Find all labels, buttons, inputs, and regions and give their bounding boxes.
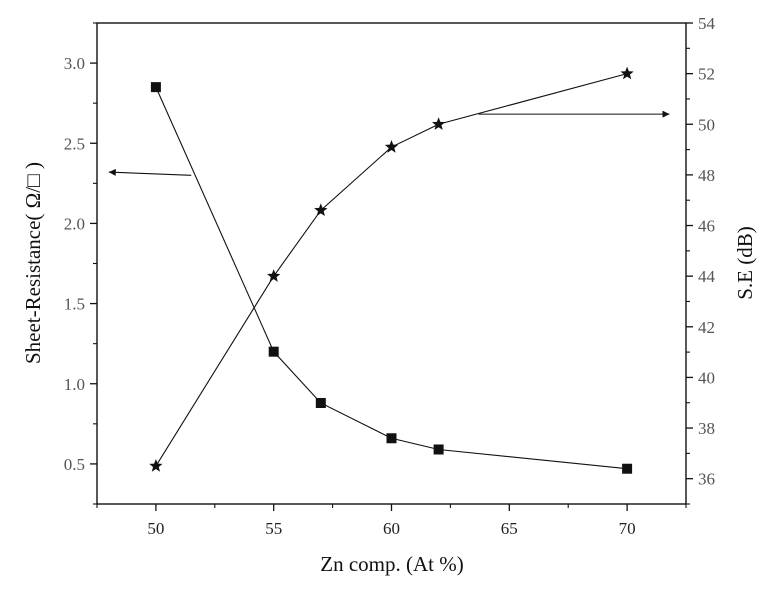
right-y-tick-label: 48	[698, 166, 715, 185]
x-tick-label: 50	[147, 519, 164, 538]
sheet-resistance-point	[268, 346, 279, 357]
left-y-tick-label: 2.0	[64, 214, 85, 233]
left-y-tick-label: 0.5	[64, 455, 85, 474]
left-y-tick-label: 2.5	[64, 134, 85, 153]
right-y-tick-label: 52	[698, 65, 715, 84]
right-y-tick-label: 36	[698, 470, 715, 489]
x-axis-ticks: 50 55 60 65 70	[96, 504, 687, 538]
x-tick-label: 65	[501, 519, 518, 538]
sheet-resistance-point	[622, 463, 633, 474]
right-y-tick-label: 38	[698, 419, 715, 438]
x-tick-label: 55	[265, 519, 282, 538]
arrow-to-left-axis	[108, 168, 192, 176]
shielding-effectiveness-point	[314, 203, 328, 216]
right-y-tick-label: 50	[698, 115, 715, 134]
left-y-axis-title: Sheet-Resistance( Ω/□ )	[21, 162, 45, 364]
right-y-axis-title: S.E (dB)	[733, 226, 757, 300]
sheet-resistance-point	[150, 82, 161, 93]
right-y-tick-label: 42	[698, 318, 715, 337]
sheet-resistance-point	[433, 444, 444, 455]
shielding-effectiveness-point	[149, 459, 163, 472]
shielding-effectiveness-point	[267, 269, 281, 282]
sheet-resistance-point	[386, 433, 397, 444]
left-y-tick-label: 1.5	[64, 295, 85, 314]
left-y-tick-label: 1.0	[64, 375, 85, 394]
right-y-tick-label: 44	[698, 267, 716, 286]
x-axis-title: Zn comp. (At %)	[320, 552, 463, 576]
right-y-axis-ticks: 36 38 40 42 44 46 48 50 52 54	[686, 14, 716, 505]
sheet-resistance-point	[315, 397, 326, 408]
shielding-effectiveness-point	[620, 66, 634, 80]
right-y-tick-label: 54	[698, 14, 716, 33]
x-tick-label: 70	[619, 519, 636, 538]
left-y-axis-ticks: 0.5 1.0 1.5 2.0 2.5 3.0	[64, 22, 97, 505]
plot-frame	[96, 22, 687, 505]
shielding-effectiveness-line	[155, 73, 628, 467]
shielding-effectiveness-point	[431, 117, 446, 130]
series-lines	[155, 73, 628, 470]
right-y-tick-label: 46	[698, 217, 715, 236]
left-y-tick-label: 3.0	[64, 54, 85, 73]
shielding-effectiveness-point	[384, 140, 399, 153]
annotation-arrows	[108, 110, 670, 176]
right-y-tick-label: 40	[698, 368, 715, 387]
series-markers	[149, 66, 634, 474]
x-tick-label: 60	[383, 519, 400, 538]
